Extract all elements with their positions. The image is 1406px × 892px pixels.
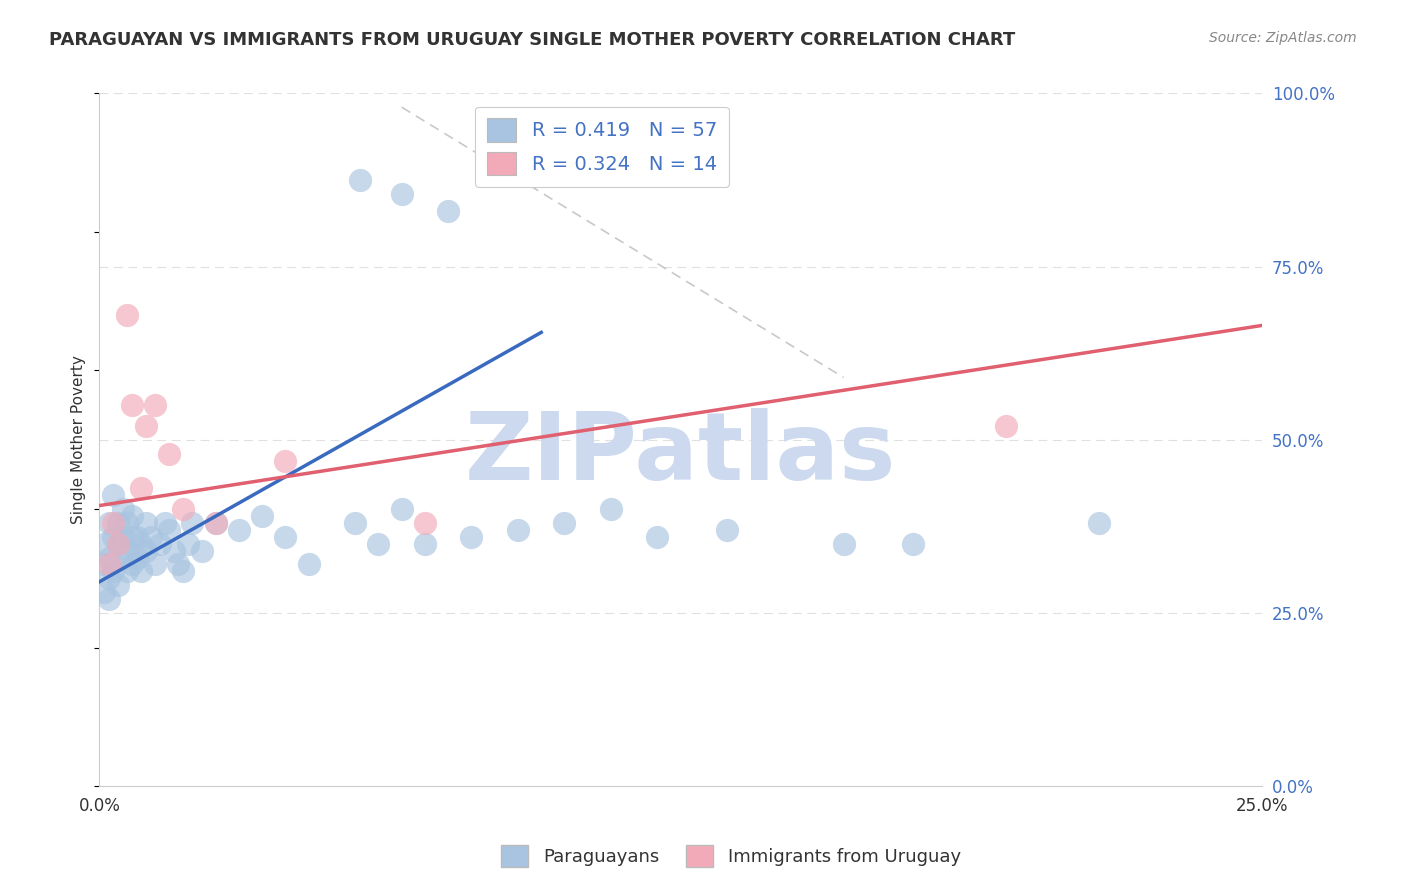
Point — [391, 186, 413, 201]
Point — [125, 550, 148, 565]
Point — [172, 502, 194, 516]
Point — [437, 204, 460, 219]
Point — [135, 543, 157, 558]
Point — [553, 516, 575, 530]
Point — [177, 536, 200, 550]
Point — [107, 536, 129, 550]
Point — [103, 488, 125, 502]
Point — [117, 308, 139, 322]
Point — [107, 578, 129, 592]
Point — [111, 530, 134, 544]
Point — [121, 398, 143, 412]
Point — [97, 592, 120, 607]
Point — [367, 536, 389, 550]
Point — [647, 530, 669, 544]
Point — [344, 516, 367, 530]
Point — [121, 508, 143, 523]
Point — [204, 516, 226, 530]
Text: PARAGUAYAN VS IMMIGRANTS FROM URUGUAY SINGLE MOTHER POVERTY CORRELATION CHART: PARAGUAYAN VS IMMIGRANTS FROM URUGUAY SI… — [49, 31, 1015, 49]
Point — [97, 558, 120, 572]
Y-axis label: Single Mother Poverty: Single Mother Poverty — [72, 355, 86, 524]
Point — [117, 516, 139, 530]
Point — [903, 536, 925, 550]
Point — [250, 508, 273, 523]
Point — [149, 536, 172, 550]
Point — [172, 565, 194, 579]
Point — [135, 516, 157, 530]
Point — [157, 447, 180, 461]
Point — [349, 173, 371, 187]
Point — [832, 536, 855, 550]
Point — [103, 565, 125, 579]
Point — [274, 530, 297, 544]
Point — [97, 550, 120, 565]
Point — [107, 516, 129, 530]
Point — [121, 530, 143, 544]
Point — [153, 516, 176, 530]
Point — [93, 585, 115, 599]
Point — [129, 536, 152, 550]
Point — [204, 516, 226, 530]
Point — [129, 565, 152, 579]
Point — [600, 502, 623, 516]
Legend: R = 0.419   N = 57, R = 0.324   N = 14: R = 0.419 N = 57, R = 0.324 N = 14 — [475, 106, 728, 187]
Point — [228, 523, 250, 537]
Point — [129, 481, 152, 495]
Point — [107, 536, 129, 550]
Point — [716, 523, 738, 537]
Point — [163, 543, 186, 558]
Point — [103, 516, 125, 530]
Point — [117, 543, 139, 558]
Point — [103, 530, 125, 544]
Legend: Paraguayans, Immigrants from Uruguay: Paraguayans, Immigrants from Uruguay — [494, 838, 969, 874]
Point — [274, 453, 297, 467]
Point — [121, 558, 143, 572]
Point — [1088, 516, 1111, 530]
Point — [143, 398, 166, 412]
Point — [111, 502, 134, 516]
Point — [143, 558, 166, 572]
Point — [391, 502, 413, 516]
Text: ZIPatlas: ZIPatlas — [465, 408, 897, 500]
Point — [413, 516, 436, 530]
Point — [506, 523, 529, 537]
Point — [97, 571, 120, 585]
Point — [995, 418, 1018, 433]
Point — [167, 558, 190, 572]
Point — [135, 418, 157, 433]
Point — [125, 530, 148, 544]
Point — [93, 536, 115, 550]
Point — [139, 530, 162, 544]
Point — [157, 523, 180, 537]
Point — [413, 536, 436, 550]
Point — [298, 558, 321, 572]
Point — [190, 543, 212, 558]
Point — [111, 550, 134, 565]
Point — [181, 516, 204, 530]
Point — [460, 530, 482, 544]
Point — [93, 558, 115, 572]
Text: Source: ZipAtlas.com: Source: ZipAtlas.com — [1209, 31, 1357, 45]
Point — [117, 565, 139, 579]
Point — [97, 516, 120, 530]
